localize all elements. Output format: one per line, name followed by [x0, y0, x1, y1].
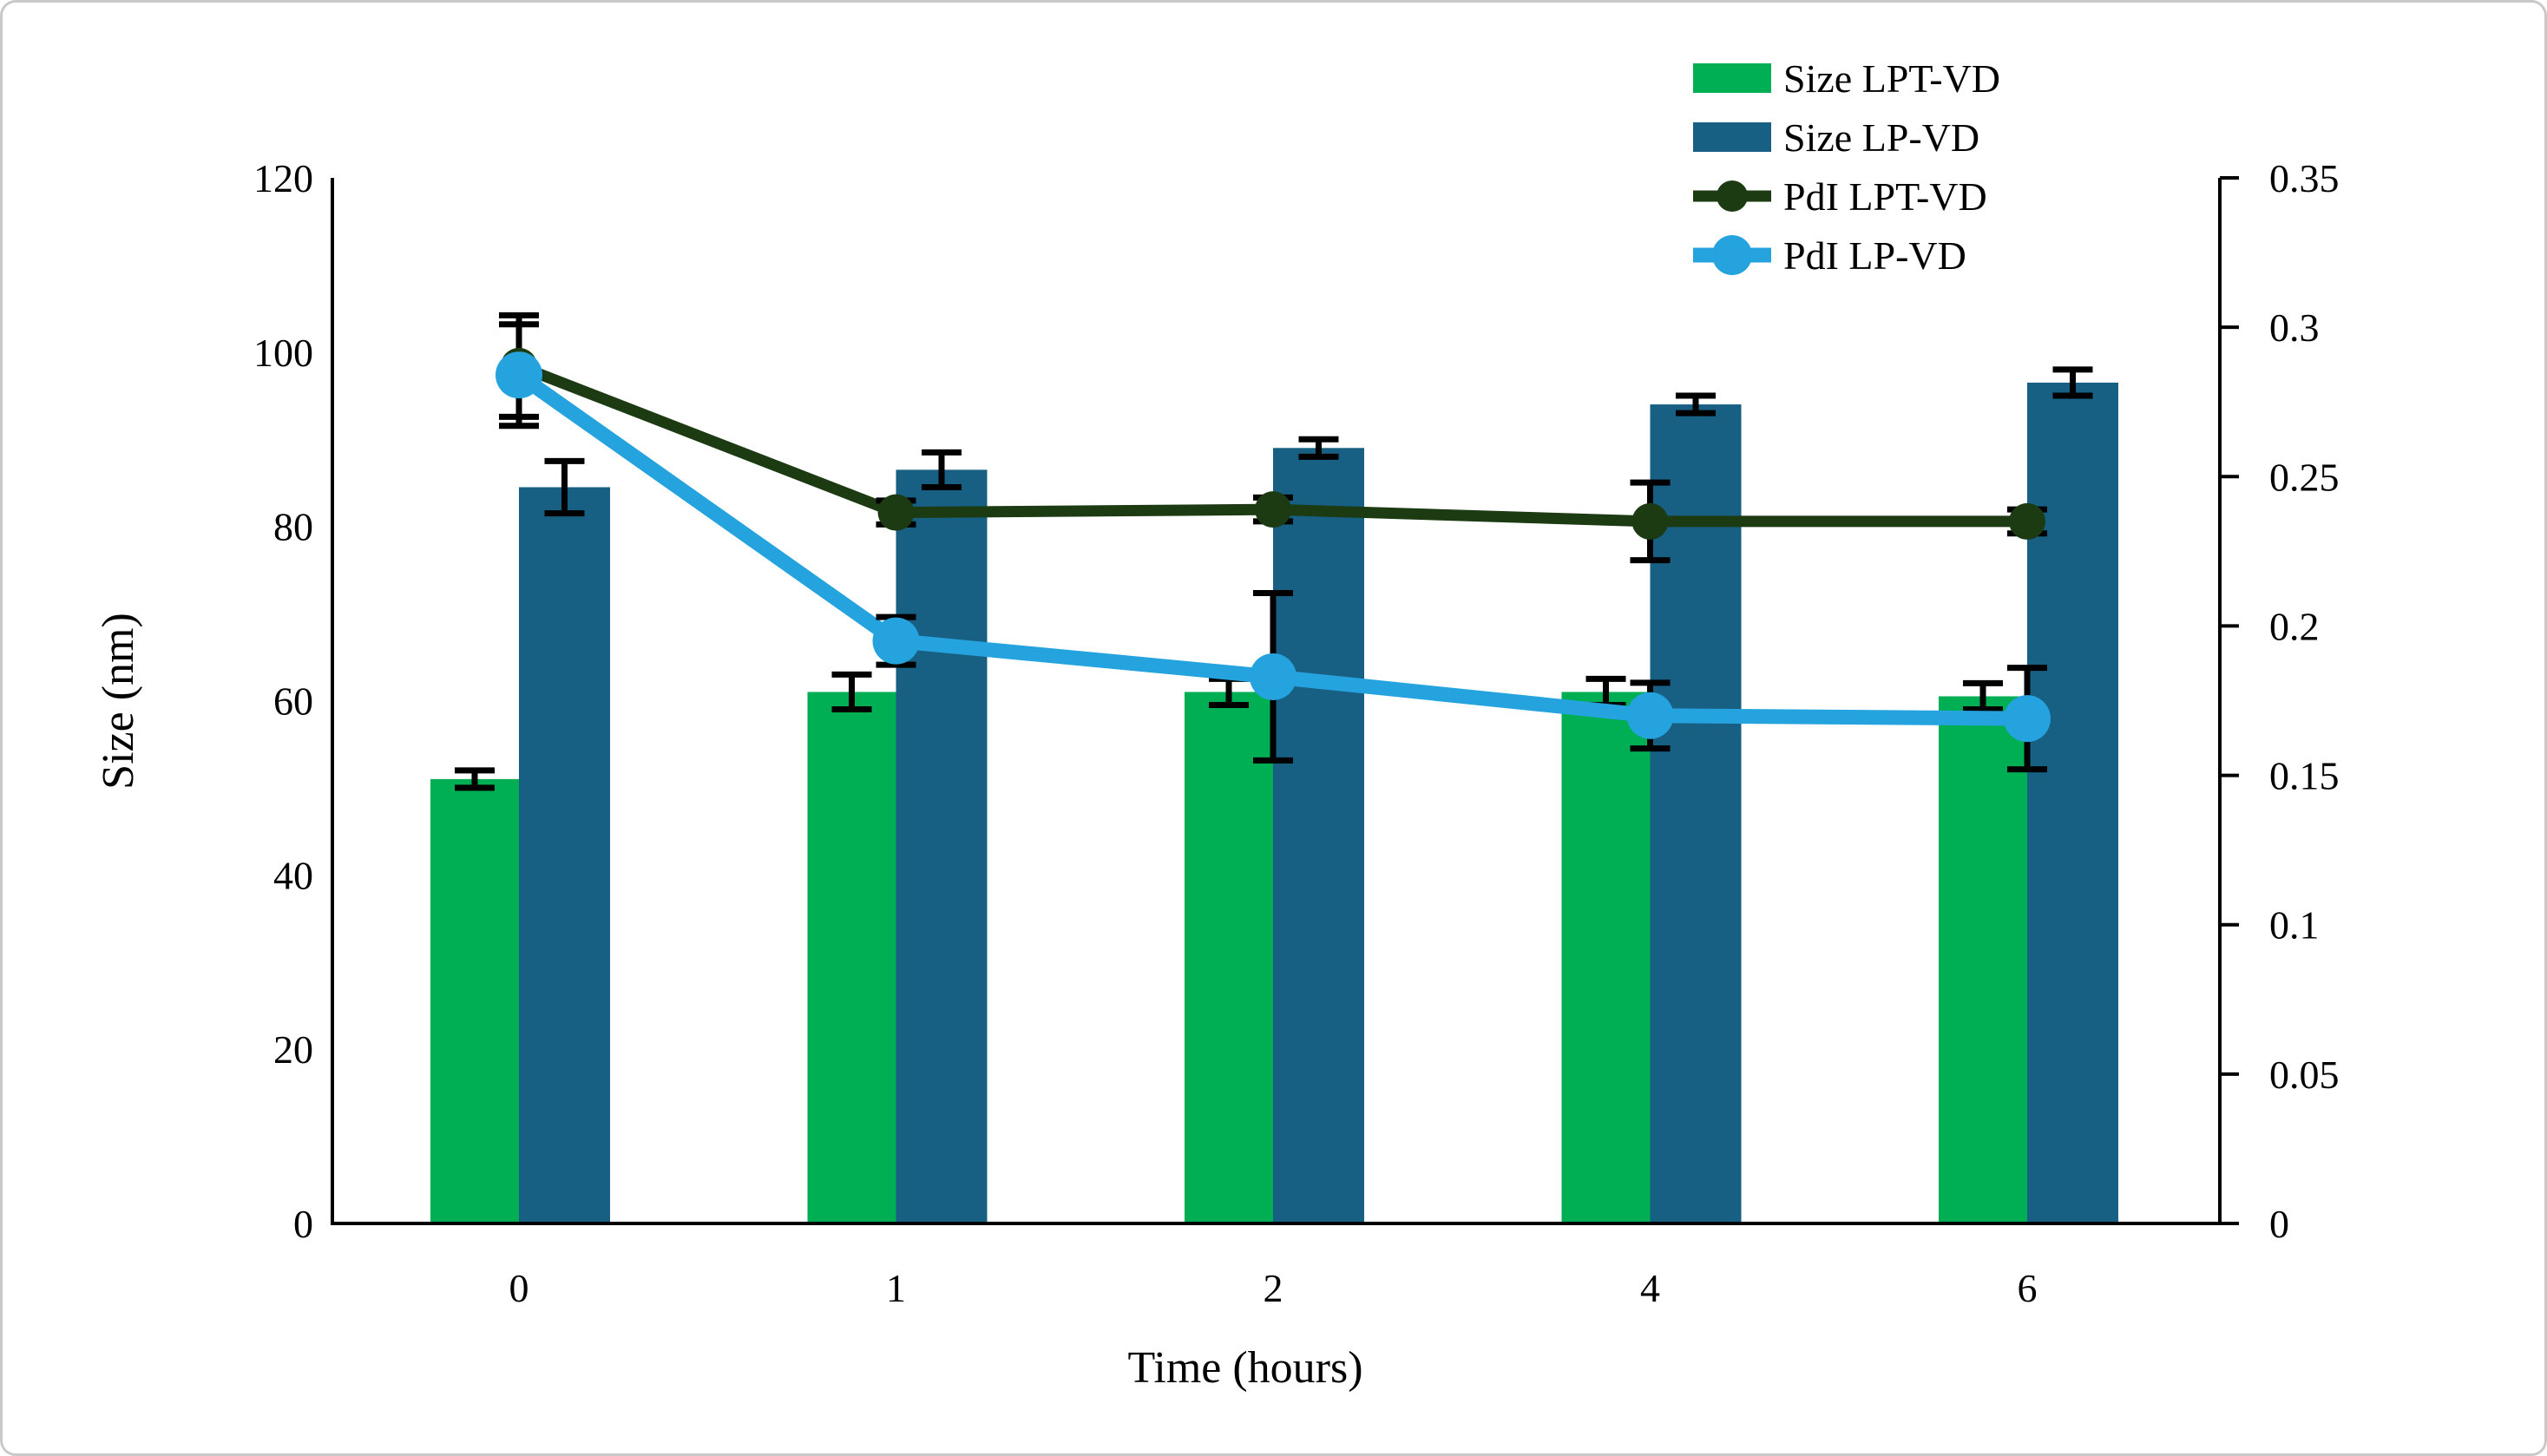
- bar-size-lpt-vd: [807, 692, 896, 1223]
- bar-size-lpt-vd: [1561, 692, 1651, 1223]
- bar-size-lp-vd: [896, 469, 988, 1223]
- marker-pdi-lp-vd: [872, 617, 920, 665]
- error-bar-size-lp-vd: [1298, 436, 1339, 460]
- combo-chart: 02040608010012000.050.10.150.20.250.30.3…: [94, 156, 2340, 1393]
- x-axis-tick-label: 0: [509, 1266, 529, 1310]
- marker-pdi-lp-vd: [1250, 653, 1296, 700]
- x-axis-title: Time (hours): [1127, 1343, 1362, 1393]
- marker-pdi-lp-vd: [2004, 695, 2051, 743]
- left-axis-tick-label: 20: [273, 1027, 313, 1072]
- legend-label-pdi-lpt-vd: PdI LPT-VD: [1783, 174, 1987, 219]
- right-axis-tick-label: 0: [2269, 1202, 2289, 1246]
- error-bar-size-lp-vd: [1676, 392, 1716, 416]
- right-axis-tick-label: 0.1: [2269, 903, 2320, 948]
- legend-item-pdi-lpt-vd: PdI LPT-VD: [1693, 171, 2000, 221]
- legend-label-size-lp-vd: Size LP-VD: [1783, 115, 1980, 160]
- legend-swatch-pdi-lpt-vd: [1693, 175, 1771, 217]
- bar-size-lpt-vd: [430, 778, 519, 1223]
- left-axis-tick-label: 100: [253, 331, 313, 375]
- left-axis-tick-label: 0: [293, 1202, 313, 1246]
- marker-pdi-lpt-vd: [1255, 491, 1291, 528]
- legend-label-pdi-lp-vd: PdI LP-VD: [1783, 233, 1966, 278]
- bar-size-lpt-vd: [1939, 696, 2027, 1223]
- right-axis-tick-label: 0.3: [2269, 305, 2320, 350]
- legend-item-size-lp-vd: Size LP-VD: [1693, 112, 2000, 162]
- marker-pdi-lpt-vd: [1631, 502, 1669, 540]
- bar-size-lp-vd: [1650, 404, 1742, 1223]
- marker-pdi-lpt-vd: [2009, 502, 2045, 540]
- right-axis-tick-label: 0.2: [2269, 604, 2320, 648]
- legend-item-size-lpt-vd: Size LPT-VD: [1693, 53, 2000, 103]
- legend-label-size-lpt-vd: Size LPT-VD: [1783, 56, 2001, 101]
- bar-size-lpt-vd: [1185, 692, 1273, 1223]
- x-axis-tick-label: 1: [886, 1266, 906, 1310]
- legend-swatch-pdi-lp-vd: [1693, 234, 1771, 276]
- error-bar-size-lp-vd: [544, 457, 585, 517]
- error-bar-size-lpt-vd: [1963, 679, 2003, 713]
- bar-size-lp-vd: [1273, 448, 1364, 1223]
- left-axis-tick-label: 80: [273, 505, 313, 549]
- legend: Size LPT-VD Size LP-VD PdI LPT-VD PdI LP…: [1693, 53, 2000, 280]
- right-axis-tick-label: 0.25: [2269, 455, 2340, 499]
- right-axis-tick-label: 0.35: [2269, 156, 2340, 200]
- marker-pdi-lp-vd: [1626, 692, 1674, 739]
- x-axis-tick-label: 4: [1640, 1266, 1660, 1310]
- right-axis-tick-label: 0.15: [2269, 754, 2340, 798]
- left-axis-tick-label: 40: [273, 853, 313, 897]
- marker-pdi-lp-vd: [496, 351, 542, 399]
- marker-pdi-lpt-vd: [877, 494, 915, 531]
- y-axis-title: Size (nm): [94, 613, 143, 790]
- x-axis-tick-label: 6: [2018, 1266, 2038, 1310]
- bar-size-lp-vd: [519, 487, 610, 1223]
- error-bar-size-lpt-vd: [455, 767, 495, 791]
- right-axis-tick-label: 0.05: [2269, 1053, 2340, 1097]
- legend-swatch-size-lp-vd: [1693, 122, 1771, 152]
- error-bar-size-lp-vd: [2052, 366, 2093, 399]
- x-axis-tick-label: 2: [1264, 1266, 1283, 1310]
- error-bar-size-lpt-vd: [831, 671, 872, 713]
- left-axis-tick-label: 120: [253, 156, 313, 200]
- error-bar-size-lp-vd: [922, 449, 962, 490]
- left-axis-tick-label: 60: [273, 679, 313, 724]
- legend-swatch-size-lpt-vd: [1693, 63, 1771, 93]
- legend-item-pdi-lp-vd: PdI LP-VD: [1693, 230, 2000, 280]
